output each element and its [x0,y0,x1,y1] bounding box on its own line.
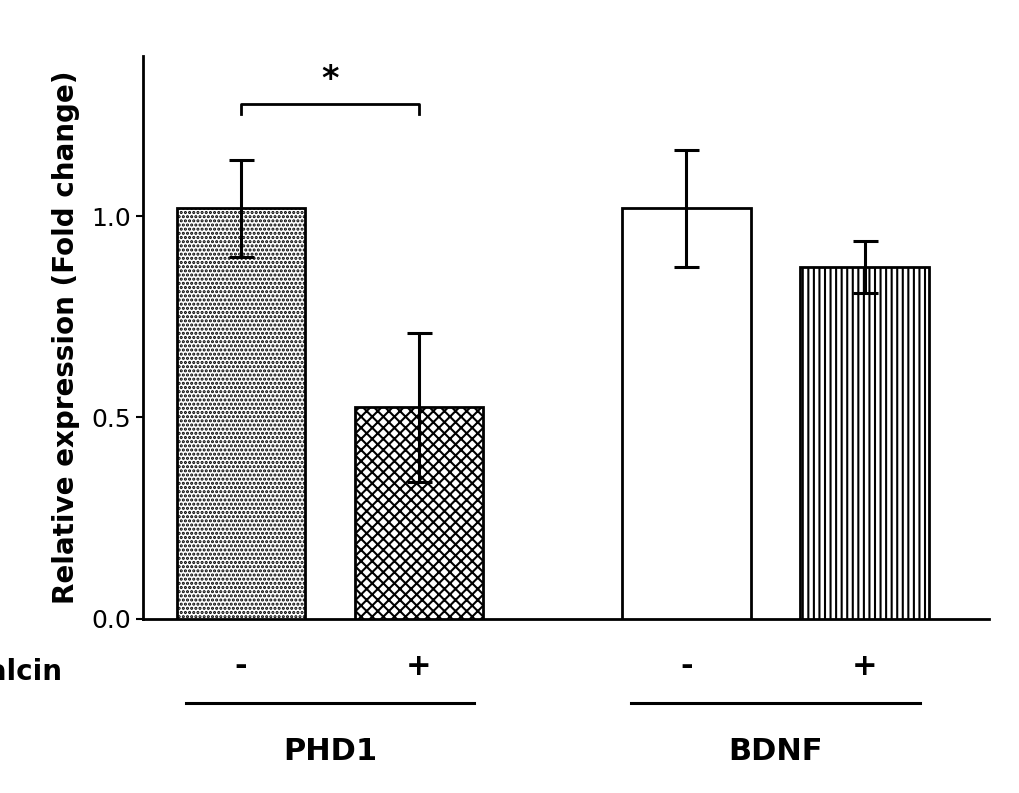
Text: +: + [406,652,431,681]
Bar [622,209,750,619]
Text: +: + [851,652,876,681]
Text: -: - [680,652,692,681]
Bar [800,266,928,619]
Bar [176,209,305,619]
Text: Osteocalcin: Osteocalcin [0,658,62,686]
Text: BDNF: BDNF [728,737,822,766]
Bar [355,408,483,619]
Text: PHD1: PHD1 [282,737,377,766]
Text: -: - [234,652,247,681]
Y-axis label: Relative expression (Fold change): Relative expression (Fold change) [52,71,81,603]
Text: *: * [321,63,338,96]
